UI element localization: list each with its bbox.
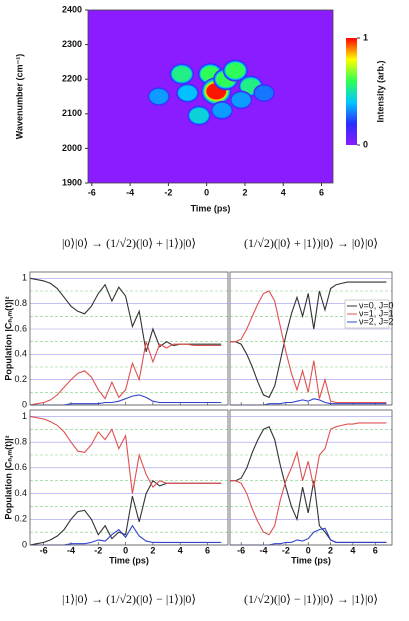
spot-contour bbox=[178, 85, 197, 101]
y-axis-label: Population |Cₙ,ₘ(t)|² bbox=[3, 296, 13, 380]
panel-title: (1/√2)(|0⟩ + |1⟩)|0⟩ → |0⟩|0⟩ bbox=[244, 236, 378, 250]
heatmap-spot bbox=[147, 87, 170, 106]
series-line bbox=[230, 290, 387, 404]
x-tick-label: 0 bbox=[123, 545, 128, 555]
colorbar-tick-label: 0 bbox=[363, 139, 368, 149]
y-tick-label: 0.4 bbox=[14, 349, 27, 359]
series-line bbox=[29, 415, 222, 494]
legend-label: ν=0, J=0 bbox=[359, 300, 394, 310]
plot-area bbox=[230, 410, 392, 545]
series-line bbox=[29, 341, 222, 406]
y-tick-label: 0.2 bbox=[14, 374, 27, 384]
spot-contour bbox=[149, 89, 169, 104]
spot-contour bbox=[231, 92, 251, 108]
x-tick-label: 6 bbox=[373, 545, 378, 555]
y-tick-label: 0.8 bbox=[14, 437, 27, 447]
heatmap-spot bbox=[222, 59, 248, 82]
x-tick-label: -6 bbox=[88, 187, 96, 197]
x-tick-label: 4 bbox=[281, 187, 286, 197]
y-tick-label: 0.2 bbox=[14, 514, 27, 524]
x-tick-label: 4 bbox=[178, 545, 183, 555]
y-tick-label: 0 bbox=[22, 399, 27, 409]
series-line bbox=[230, 281, 387, 399]
heatmap-spot bbox=[169, 63, 195, 85]
heatmap-spot bbox=[176, 83, 199, 103]
x-tick-label: 6 bbox=[205, 545, 210, 555]
heatmap-spot bbox=[253, 83, 275, 103]
x-tick-label: -2 bbox=[282, 545, 290, 555]
y-tick-label: 2100 bbox=[62, 108, 82, 118]
series-line bbox=[230, 422, 387, 536]
spot-contour bbox=[254, 85, 274, 101]
spot-contour bbox=[189, 108, 209, 124]
heatmap-spots bbox=[147, 59, 275, 126]
plot-area bbox=[30, 272, 228, 405]
x-tick-label: 0 bbox=[306, 545, 311, 555]
heatmap-spot bbox=[187, 105, 211, 126]
panel-title: |1⟩|0⟩ → (1/√2)(|0⟩ − |1⟩)|0⟩ bbox=[62, 592, 196, 606]
y-axis-label: Wavenumber (cm⁻¹) bbox=[14, 54, 24, 139]
x-tick-label: -6 bbox=[237, 545, 245, 555]
spot-contour bbox=[172, 66, 192, 82]
y-tick-label: 0.6 bbox=[14, 462, 27, 472]
x-tick-label: 2 bbox=[242, 187, 247, 197]
y-tick-label: 2000 bbox=[62, 143, 82, 153]
x-tick-label: -4 bbox=[260, 545, 268, 555]
y-tick-label: 2200 bbox=[62, 74, 82, 84]
y-tick-label: 0.8 bbox=[14, 298, 27, 308]
plot-area bbox=[30, 410, 228, 545]
y-tick-label: 0.6 bbox=[14, 323, 27, 333]
plot-frame bbox=[229, 271, 393, 406]
x-tick-label: 0 bbox=[204, 187, 209, 197]
plot-frame bbox=[29, 271, 229, 406]
x-tick-label: -6 bbox=[40, 545, 48, 555]
y-tick-label: 1 bbox=[22, 411, 27, 421]
legend-label: ν=2, J=2 bbox=[359, 316, 394, 326]
x-tick-label: -2 bbox=[94, 545, 102, 555]
heatmap-spot bbox=[210, 100, 234, 120]
x-axis-label: Time (ps) bbox=[291, 555, 331, 565]
plot-frame bbox=[229, 409, 393, 546]
x-axis-label: Time (ps) bbox=[109, 555, 149, 565]
x-tick-label: 2 bbox=[150, 545, 155, 555]
y-tick-label: 2400 bbox=[62, 4, 82, 14]
spot-contour bbox=[225, 62, 245, 79]
y-tick-label: 0 bbox=[22, 539, 27, 549]
x-tick-label: -2 bbox=[164, 187, 172, 197]
y-tick-label: 1 bbox=[22, 273, 27, 283]
colorbar-tick-label: 1 bbox=[363, 32, 368, 42]
heatmap-spot bbox=[230, 90, 253, 110]
panel-title: |0⟩|0⟩ → (1/√2)(|0⟩ + |1⟩)|0⟩ bbox=[62, 236, 196, 250]
x-tick-label: 2 bbox=[328, 545, 333, 555]
plot-frame bbox=[29, 409, 229, 546]
y-tick-label: 0.4 bbox=[14, 488, 27, 498]
y-tick-label: 1900 bbox=[62, 177, 82, 187]
plot-area bbox=[230, 272, 392, 405]
x-tick-label: 4 bbox=[350, 545, 355, 555]
plot-frame bbox=[87, 9, 334, 184]
legend-label: ν=1, J=1 bbox=[359, 308, 394, 318]
x-tick-label: -4 bbox=[67, 545, 75, 555]
x-tick-label: -4 bbox=[126, 187, 134, 197]
colorbar bbox=[346, 38, 357, 145]
x-axis-label: Time (ps) bbox=[191, 203, 231, 213]
y-tick-label: 2300 bbox=[62, 39, 82, 49]
y-axis-label: Population |Cₙ,ₘ(t)|² bbox=[3, 435, 13, 519]
colorbar-label: Intensity (arb.) bbox=[375, 60, 385, 122]
x-tick-label: 6 bbox=[319, 187, 324, 197]
panel-title: (1/√2)(|0⟩ − |1⟩)|0⟩ → |1⟩|0⟩ bbox=[244, 592, 378, 606]
spot-contour bbox=[212, 102, 232, 118]
